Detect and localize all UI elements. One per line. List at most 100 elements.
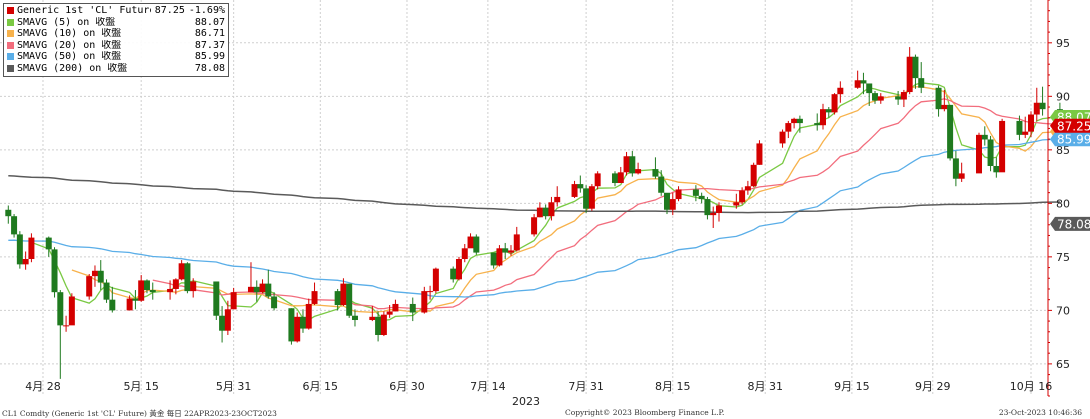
candle-2023-05-24 — [178, 260, 185, 281]
x-tick-label-11: 10月 16 — [1010, 380, 1053, 393]
x-tick-label-1: 5月 15 — [123, 380, 159, 393]
candle-body — [11, 216, 18, 235]
legend-label-sma10: SMAVG (10) on 收盤 — [17, 28, 122, 39]
candle-2023-09-27 — [906, 47, 913, 95]
candle-body — [103, 282, 110, 300]
candle-2023-08-30 — [744, 180, 751, 195]
candle-body — [704, 199, 711, 216]
candle-2023-07-10 — [450, 266, 457, 283]
candle-body — [1028, 114, 1035, 132]
candle-2023-07-24 — [531, 214, 538, 237]
candle-2023-07-03 — [409, 297, 416, 322]
candle-body — [895, 96, 902, 100]
candle-2023-09-08 — [796, 115, 803, 133]
candle-2023-08-01 — [577, 175, 584, 193]
sma200-line — [8, 174, 1060, 214]
candle-2023-04-25 — [11, 214, 18, 238]
candle-body — [635, 169, 642, 174]
legend-row-sma20: SMAVG (20) on 收盤 87.37 — [7, 40, 225, 52]
candle-2023-08-04 — [594, 171, 601, 190]
candle-2023-10-19 — [1033, 87, 1040, 121]
candle-body — [450, 268, 457, 280]
moving-average-lines — [8, 82, 1060, 322]
candle-body — [305, 303, 312, 329]
candle-body — [213, 281, 220, 316]
legend-change-main: -1.69% — [188, 5, 225, 16]
candle-2023-06-16 — [311, 282, 318, 306]
candle-2023-06-26 — [369, 306, 376, 322]
candle-body — [427, 291, 434, 293]
candle-2023-10-06 — [958, 162, 965, 182]
footer-copyright: Copyright© 2023 Bloomberg Finance L.P. — [565, 408, 725, 417]
candle-body — [698, 195, 705, 200]
candle-body — [91, 270, 98, 277]
legend-label-sma20: SMAVG (20) on 收盤 — [17, 39, 122, 51]
candle-2023-09-01 — [756, 140, 763, 165]
x-tick-label-7: 8月 15 — [655, 380, 691, 393]
candles — [5, 47, 1063, 379]
candle-2023-07-05 — [421, 286, 428, 314]
candle-2023-10-11 — [987, 135, 994, 172]
candle-2023-05-18 — [143, 279, 150, 294]
candle-body — [351, 315, 358, 321]
candle-2023-09-12 — [819, 103, 826, 130]
candle-2023-04-26 — [16, 231, 23, 269]
candle-body — [386, 311, 393, 315]
candle-2023-05-30 — [213, 281, 220, 321]
candle-2023-05-09 — [91, 265, 98, 287]
candle-2023-06-14 — [299, 309, 306, 333]
legend-row-sma50: SMAVG (50) on 收盤 85.99 — [7, 51, 225, 63]
candle-2023-05-01 — [45, 236, 52, 257]
candle-body — [63, 325, 70, 327]
candle-2023-07-11 — [455, 256, 462, 281]
candle-body — [669, 199, 676, 210]
candle-body — [294, 316, 301, 342]
candle-body — [542, 207, 549, 217]
candle-body — [334, 291, 341, 306]
candle-2023-06-09 — [271, 292, 278, 311]
candle-body — [554, 196, 561, 203]
candle-2023-07-27 — [548, 196, 555, 221]
candle-2023-05-22 — [167, 280, 174, 300]
candle-2023-08-24 — [710, 206, 717, 228]
candle-body — [57, 292, 64, 326]
candle-2023-05-31 — [219, 306, 226, 343]
price-tag-bg-2 — [1050, 132, 1090, 147]
candle-body — [311, 291, 318, 304]
candle-2023-09-13 — [825, 107, 832, 118]
candle-2023-09-26 — [900, 89, 907, 108]
candle-2023-05-25 — [184, 262, 191, 294]
y-tick-label-65: 65 — [1056, 358, 1070, 371]
candle-body — [652, 169, 659, 177]
candle-body — [190, 281, 197, 292]
candle-body — [247, 286, 254, 293]
sma20-line — [152, 98, 1060, 310]
candle-body — [496, 248, 503, 266]
x-tick-label-0: 4月 28 — [25, 380, 61, 393]
candle-2023-09-29 — [918, 62, 925, 94]
legend-swatch-sma10 — [7, 30, 14, 38]
candle-2023-09-19 — [860, 72, 867, 95]
legend-swatch-sma200 — [7, 64, 14, 72]
x-tick-label-5: 7月 14 — [470, 380, 506, 393]
candle-body — [288, 308, 295, 342]
candle-2023-08-02 — [583, 185, 590, 213]
x-tick-label-8: 8月 31 — [747, 380, 783, 393]
candle-2023-05-05 — [68, 293, 75, 326]
candle-2023-06-13 — [294, 312, 301, 343]
x-axis: 4月 28 5月 15 5月 31 6月 15 6月 30 7月 14 7月 31 8月 15… — [25, 380, 1052, 393]
candle-2023-08-15 — [658, 170, 665, 196]
candle-body — [796, 118, 803, 124]
candle-body — [675, 189, 682, 200]
candle-body — [299, 316, 306, 329]
candle-2023-09-28 — [912, 54, 919, 89]
legend-swatch-main — [7, 7, 14, 15]
candle-body — [900, 92, 907, 100]
candle-body — [987, 139, 994, 166]
candle-2023-09-18 — [854, 70, 861, 89]
legend-label-sma50: SMAVG (50) on 收盤 — [17, 51, 122, 62]
candle-2023-08-16 — [663, 192, 670, 215]
x-tick-label-6: 7月 31 — [568, 380, 604, 393]
candle-body — [184, 263, 191, 292]
